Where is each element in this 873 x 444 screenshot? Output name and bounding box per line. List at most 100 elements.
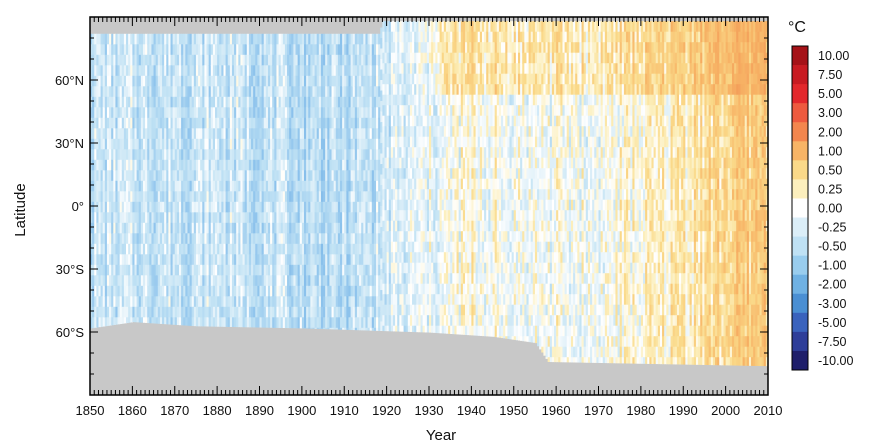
heatmap-cell (236, 44, 239, 56)
heatmap-cell (227, 54, 231, 66)
heatmap-cell (151, 117, 155, 129)
heatmap-cell (380, 48, 383, 60)
heatmap-cell (191, 96, 195, 108)
heatmap-cell (210, 285, 214, 297)
heatmap-cell (323, 285, 326, 297)
heatmap-cell (450, 304, 453, 316)
heatmap-cell (414, 63, 417, 75)
heatmap-cell (178, 117, 182, 129)
heatmap-cell (263, 285, 267, 297)
heatmap-cell (109, 138, 112, 150)
heatmap-cell (195, 296, 199, 308)
heatmap-cell (454, 283, 458, 295)
heatmap-cell (132, 128, 136, 140)
heatmap-cell (145, 180, 148, 192)
heatmap-cell (287, 107, 290, 119)
heatmap-cell (426, 21, 430, 33)
heatmap-cell (96, 170, 100, 182)
heatmap-cell (392, 231, 396, 243)
heatmap-cell (433, 31, 436, 43)
heatmap-cell (422, 283, 426, 295)
heatmap-cell (198, 222, 201, 234)
heatmap-cell (206, 54, 210, 66)
heatmap-cell (350, 170, 354, 182)
heatmap-cell (280, 54, 284, 66)
heatmap-cell (236, 254, 239, 266)
heatmap-cell (282, 222, 286, 234)
heatmap-cell (426, 63, 430, 75)
heatmap-cell (306, 128, 309, 140)
heatmap-cell (198, 233, 201, 245)
heatmap-cell (323, 117, 326, 129)
heatmap-cell (140, 117, 144, 129)
heatmap-cell (253, 191, 256, 203)
heatmap-cell (276, 75, 280, 87)
heatmap-cell (431, 210, 434, 222)
heatmap-cell (251, 33, 254, 45)
heatmap-cell (426, 168, 430, 180)
heatmap-cell (407, 115, 411, 127)
heatmap-cell (350, 138, 354, 150)
heatmap-cell (329, 306, 333, 318)
heatmap-cell (170, 96, 174, 108)
heatmap-cell (403, 252, 407, 264)
heatmap-cell (342, 149, 345, 161)
heatmap-cell (371, 317, 375, 329)
heatmap-cell (126, 96, 129, 108)
heatmap-cell (138, 264, 142, 276)
heatmap-cell (259, 107, 263, 119)
heatmap-cell (187, 44, 191, 56)
heatmap-cell (310, 159, 314, 171)
heatmap-cell (352, 317, 356, 329)
heatmap-cell (310, 327, 314, 329)
heatmap-cell (335, 233, 339, 245)
heatmap-cell (337, 170, 341, 182)
heatmap-cell (267, 33, 271, 45)
heatmap-cell (335, 180, 339, 192)
heatmap-cell (140, 44, 144, 56)
heatmap-cell (291, 117, 294, 129)
heatmap-cell (426, 252, 430, 264)
heatmap-cell (331, 170, 335, 182)
heatmap-cell (378, 317, 381, 329)
heatmap-cell (276, 96, 280, 108)
heatmap-cell (195, 117, 199, 129)
heatmap-cell (170, 117, 174, 129)
heatmap-cell (96, 65, 100, 77)
heatmap-cell (242, 33, 246, 45)
heatmap-cell (295, 201, 299, 213)
heatmap-cell (335, 96, 339, 108)
heatmap-cell (367, 254, 371, 266)
heatmap-cell (331, 138, 335, 150)
heatmap-cell (340, 86, 343, 98)
heatmap-cell (234, 128, 237, 140)
heatmap-cell (223, 44, 227, 56)
heatmap-cell (344, 222, 347, 234)
heatmap-cell (272, 275, 275, 287)
heatmap-cell (151, 243, 155, 255)
heatmap-cell (371, 44, 375, 56)
heatmap-cell (147, 149, 150, 161)
heatmap-cell (382, 178, 386, 190)
heatmap-cell (119, 33, 123, 45)
heatmap-cell (240, 243, 244, 255)
heatmap-cell (441, 241, 445, 253)
heatmap-cell (191, 107, 195, 119)
heatmap-cell (96, 222, 100, 234)
heatmap-cell (193, 306, 197, 318)
heatmap-cell (450, 178, 453, 190)
heatmap-cell (257, 75, 261, 87)
heatmap-cell (361, 285, 364, 297)
heatmap-cell (185, 233, 189, 245)
heatmap-cell (200, 296, 203, 308)
heatmap-cell (202, 138, 206, 150)
heatmap-cell (335, 191, 339, 203)
heatmap-cell (422, 304, 426, 316)
heatmap-cell (100, 128, 104, 140)
heatmap-cell (149, 264, 153, 276)
heatmap-cell (263, 65, 267, 77)
heatmap-cell (206, 275, 210, 287)
heatmap-cell (348, 254, 352, 266)
heatmap-cell (371, 75, 375, 87)
heatmap-cell (231, 65, 235, 77)
